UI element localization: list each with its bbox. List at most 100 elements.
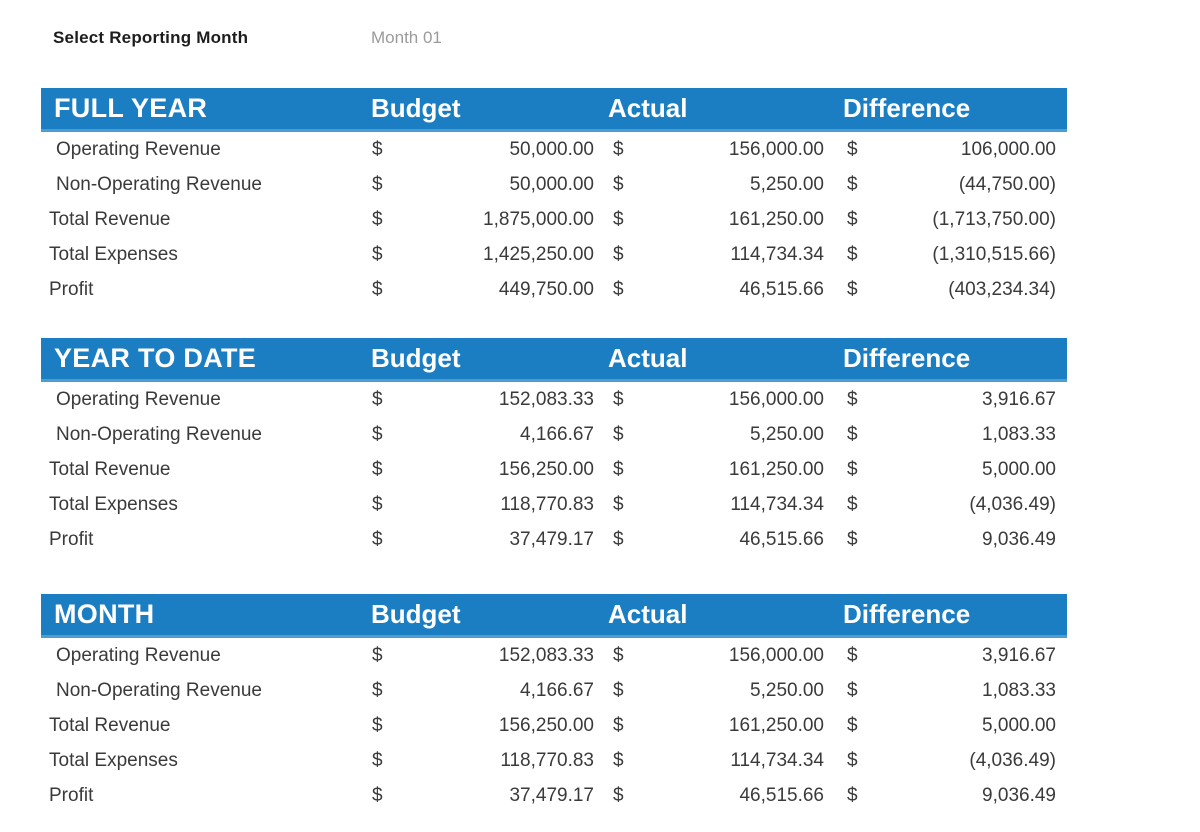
row-label: Non-Operating Revenue <box>56 423 262 445</box>
table-title: FULL YEAR <box>54 93 208 123</box>
currency-symbol: $ <box>613 208 624 230</box>
budget-cell: $ 1,425,250.00 <box>371 244 608 266</box>
currency-symbol: $ <box>372 714 383 736</box>
actual-cell: $ 114,734.34 <box>608 494 843 516</box>
row-label: Total Expenses <box>49 243 178 265</box>
currency-symbol: $ <box>372 458 383 480</box>
currency-symbol: $ <box>613 278 624 300</box>
row-label: Non-Operating Revenue <box>56 173 262 195</box>
budget-value: 37,479.17 <box>509 528 594 550</box>
budget-value: 152,083.33 <box>498 644 594 666</box>
currency-symbol: $ <box>847 243 858 265</box>
row-label: Total Expenses <box>49 493 178 515</box>
currency-symbol: $ <box>372 423 383 445</box>
table-title: MONTH <box>54 599 155 629</box>
table-row: Total Revenue $ 156,250.00 $ 161,250.00 … <box>41 708 1067 743</box>
currency-symbol: $ <box>847 784 858 806</box>
difference-cell: $ 3,916.67 <box>843 389 1067 411</box>
column-header-budget: Budget <box>371 343 461 373</box>
difference-value: (44,750.00) <box>958 173 1056 195</box>
budget-value: 118,770.83 <box>500 749 594 771</box>
actual-value: 46,515.66 <box>739 528 824 550</box>
full-year-table: FULL YEAR Budget Actual Difference Opera… <box>41 88 1067 307</box>
currency-symbol: $ <box>847 388 858 410</box>
actual-value: 156,000.00 <box>728 138 824 160</box>
currency-symbol: $ <box>372 388 383 410</box>
budget-cell: $ 50,000.00 <box>371 139 608 161</box>
difference-value: 3,916.67 <box>982 388 1056 410</box>
budget-cell: $ 156,250.00 <box>371 715 608 737</box>
difference-cell: $ 5,000.00 <box>843 459 1067 481</box>
table-row: Operating Revenue $ 50,000.00 $ 156,000.… <box>41 132 1067 167</box>
actual-cell: $ 46,515.66 <box>608 279 843 301</box>
currency-symbol: $ <box>613 644 624 666</box>
budget-value: 118,770.83 <box>500 493 594 515</box>
currency-symbol: $ <box>847 644 858 666</box>
difference-cell: $ (4,036.49) <box>843 750 1067 772</box>
currency-symbol: $ <box>372 644 383 666</box>
actual-cell: $ 46,515.66 <box>608 529 843 551</box>
table-row: Total Expenses $ 1,425,250.00 $ 114,734.… <box>41 237 1067 272</box>
currency-symbol: $ <box>372 679 383 701</box>
table-row: Total Revenue $ 156,250.00 $ 161,250.00 … <box>41 452 1067 487</box>
difference-value: (1,713,750.00) <box>932 208 1056 230</box>
actual-cell: $ 161,250.00 <box>608 459 843 481</box>
currency-symbol: $ <box>372 784 383 806</box>
table-row: Non-Operating Revenue $ 50,000.00 $ 5,25… <box>41 167 1067 202</box>
difference-cell: $ (44,750.00) <box>843 174 1067 196</box>
year-to-date-table: YEAR TO DATE Budget Actual Difference Op… <box>41 338 1067 557</box>
table-header-row: YEAR TO DATE Budget Actual Difference <box>41 338 1067 382</box>
currency-symbol: $ <box>613 749 624 771</box>
currency-symbol: $ <box>372 243 383 265</box>
actual-value: 46,515.66 <box>739 278 824 300</box>
column-header-actual: Actual <box>608 343 688 373</box>
budget-cell: $ 156,250.00 <box>371 459 608 481</box>
actual-value: 46,515.66 <box>739 784 824 806</box>
currency-symbol: $ <box>372 138 383 160</box>
column-header-actual: Actual <box>608 93 688 123</box>
currency-symbol: $ <box>847 278 858 300</box>
row-label: Total Revenue <box>49 458 171 480</box>
currency-symbol: $ <box>847 679 858 701</box>
difference-cell: $ 1,083.33 <box>843 424 1067 446</box>
row-label: Profit <box>49 528 94 550</box>
actual-value: 156,000.00 <box>728 644 824 666</box>
actual-cell: $ 5,250.00 <box>608 174 843 196</box>
actual-cell: $ 114,734.34 <box>608 750 843 772</box>
budget-cell: $ 4,166.67 <box>371 680 608 702</box>
budget-value: 156,250.00 <box>498 714 594 736</box>
currency-symbol: $ <box>613 679 624 701</box>
row-label: Non-Operating Revenue <box>56 679 262 701</box>
difference-cell: $ (1,310,515.66) <box>843 244 1067 266</box>
actual-cell: $ 156,000.00 <box>608 645 843 667</box>
reporting-month-dropdown[interactable]: Month 01 <box>371 28 442 47</box>
currency-symbol: $ <box>847 458 858 480</box>
difference-value: (1,310,515.66) <box>932 243 1056 265</box>
table-row: Operating Revenue $ 152,083.33 $ 156,000… <box>41 382 1067 417</box>
budget-value: 37,479.17 <box>509 784 594 806</box>
difference-value: 9,036.49 <box>982 528 1056 550</box>
currency-symbol: $ <box>372 278 383 300</box>
table-title: YEAR TO DATE <box>54 343 257 373</box>
actual-value: 5,250.00 <box>750 173 824 195</box>
actual-cell: $ 161,250.00 <box>608 209 843 231</box>
difference-cell: $ 9,036.49 <box>843 529 1067 551</box>
table-header-row: FULL YEAR Budget Actual Difference <box>41 88 1067 132</box>
row-label: Total Revenue <box>49 714 171 736</box>
actual-cell: $ 5,250.00 <box>608 680 843 702</box>
budget-value: 156,250.00 <box>498 458 594 480</box>
column-header-difference: Difference <box>843 599 971 629</box>
currency-symbol: $ <box>847 749 858 771</box>
budget-value: 449,750.00 <box>498 278 594 300</box>
currency-symbol: $ <box>613 528 624 550</box>
row-label: Total Expenses <box>49 749 178 771</box>
difference-value: 1,083.33 <box>982 423 1056 445</box>
actual-cell: $ 161,250.00 <box>608 715 843 737</box>
reporting-month-controls: Select Reporting Month Month 01 <box>0 28 1200 48</box>
column-header-difference: Difference <box>843 343 971 373</box>
row-label: Profit <box>49 784 94 806</box>
column-header-budget: Budget <box>371 93 461 123</box>
currency-symbol: $ <box>613 423 624 445</box>
difference-cell: $ (1,713,750.00) <box>843 209 1067 231</box>
row-label: Operating Revenue <box>56 138 221 160</box>
